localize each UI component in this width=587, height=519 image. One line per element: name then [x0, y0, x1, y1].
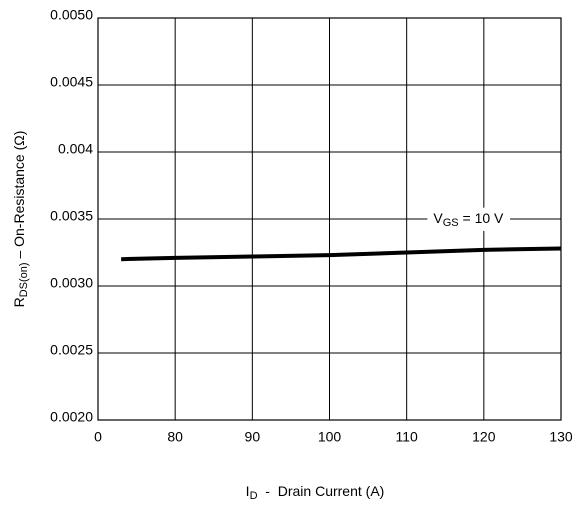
y-axis-label: RDS(on) – On-Resistance (Ω)	[11, 131, 30, 308]
annotation: VGS = 10 V	[433, 210, 504, 229]
x-axis-label: ID - Drain Current (A)	[246, 483, 385, 502]
x-label-subscript: D	[250, 490, 258, 502]
annotation-symbol: V	[433, 210, 443, 226]
x-tick-label: 90	[245, 429, 261, 445]
y-label-text: – On-Resistance (Ω)	[11, 131, 27, 263]
y-tick-label: 0.0045	[50, 74, 93, 90]
x-label-symbol: I	[246, 483, 250, 499]
y-label-subscript: DS(on)	[18, 262, 30, 297]
y-tick-label: 0.0025	[50, 342, 93, 358]
plot-border	[97, 17, 562, 421]
y-tick-label: 0.0050	[50, 7, 93, 23]
y-tick-label: 0.0030	[50, 275, 93, 291]
x-tick-label: 130	[549, 429, 573, 445]
x-tick-label: 100	[318, 429, 342, 445]
x-tick-label: 80	[167, 429, 183, 445]
annotation-subscript: GS	[443, 217, 459, 229]
annotation-text: = 10 V	[459, 210, 504, 226]
y-tick-label: 0.004	[58, 141, 93, 157]
y-tick-label: 0.0035	[50, 208, 93, 224]
data-line	[121, 246, 562, 262]
y-tick-label: 0.0020	[50, 409, 93, 425]
x-tick-label: 120	[472, 429, 496, 445]
x-tick-label: 0	[94, 429, 102, 445]
x-tick-label: 110	[396, 429, 419, 445]
annotation-background	[427, 207, 511, 231]
x-label-text: - Drain Current (A)	[258, 483, 385, 499]
y-label-symbol: R	[11, 297, 27, 307]
